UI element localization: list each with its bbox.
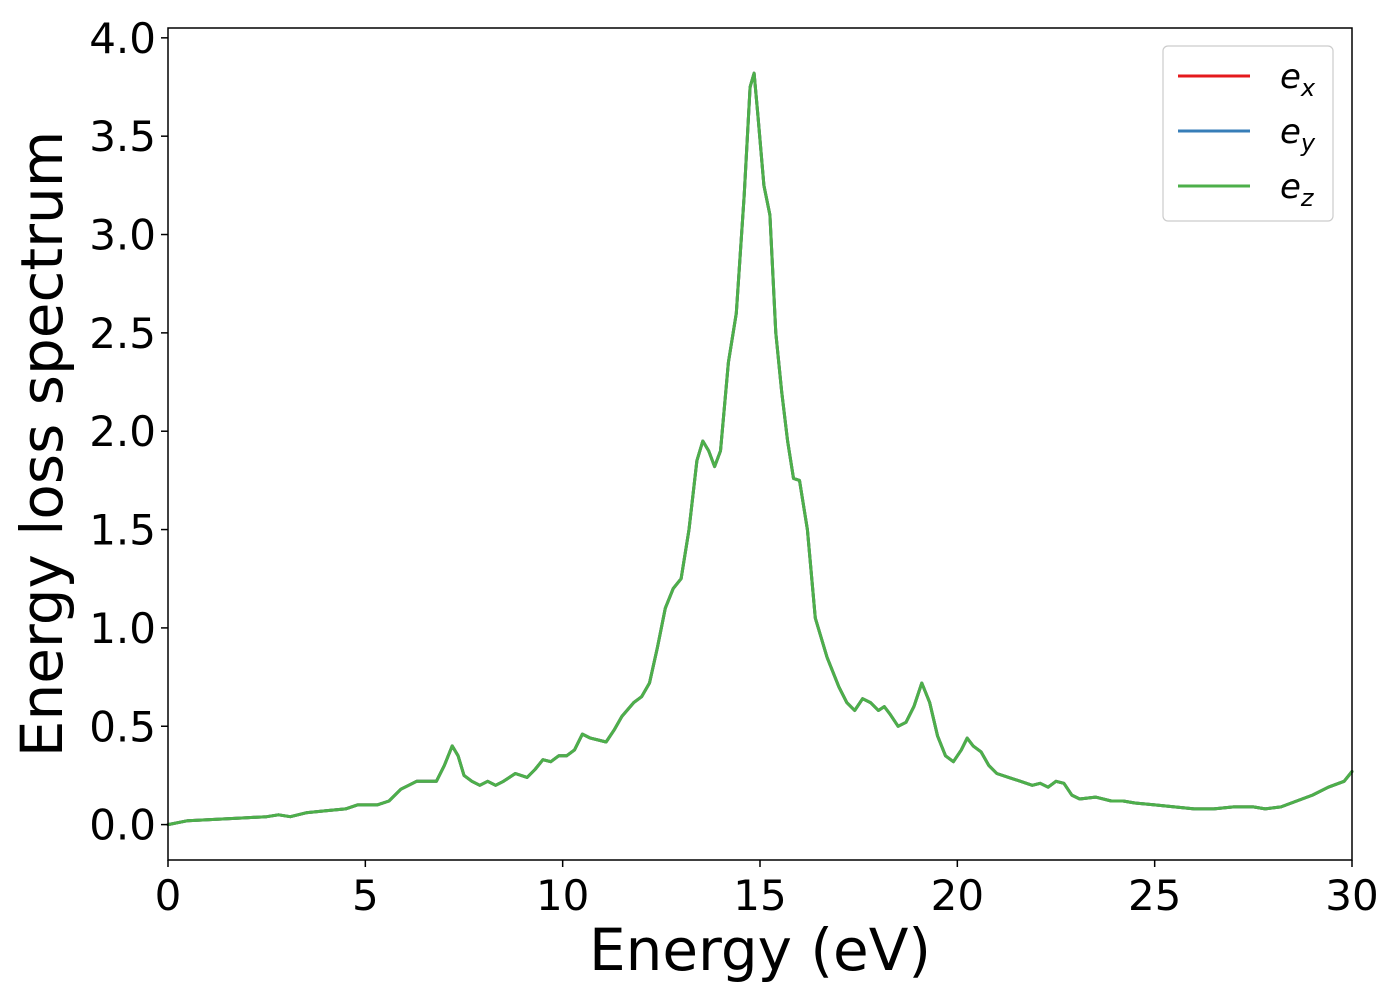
y-tick-label: 1.5 <box>89 506 156 555</box>
x-axis-title: Energy (eV) <box>589 916 931 984</box>
x-axis: 0 5 10 15 20 25 30 <box>155 860 1379 920</box>
y-axis: 0.0 0.5 1.0 1.5 2.0 2.5 3.0 3.5 4.0 <box>89 14 168 850</box>
legend-box <box>1162 45 1334 222</box>
x-tick-label: 25 <box>1128 871 1181 920</box>
x-tick-label: 30 <box>1325 871 1378 920</box>
y-tick-label: 1.0 <box>89 604 156 653</box>
series-line-e_z <box>166 71 1354 827</box>
x-tick-label: 20 <box>931 871 984 920</box>
y-tick-label: 0.5 <box>89 702 156 751</box>
y-tick-label: 3.0 <box>89 211 156 260</box>
y-tick-label: 3.5 <box>89 112 156 161</box>
y-tick-label: 4.0 <box>89 14 156 63</box>
x-tick-label: 15 <box>733 871 786 920</box>
x-tick-label: 5 <box>352 871 379 920</box>
x-tick-label: 10 <box>536 871 589 920</box>
y-tick-label: 2.0 <box>89 407 156 456</box>
x-tick-label: 0 <box>155 871 182 920</box>
y-axis-title: Energy loss spectrum <box>8 131 76 757</box>
series-layer <box>166 71 1354 827</box>
y-tick-label: 0.0 <box>89 801 156 850</box>
y-tick-label: 2.5 <box>89 309 156 358</box>
